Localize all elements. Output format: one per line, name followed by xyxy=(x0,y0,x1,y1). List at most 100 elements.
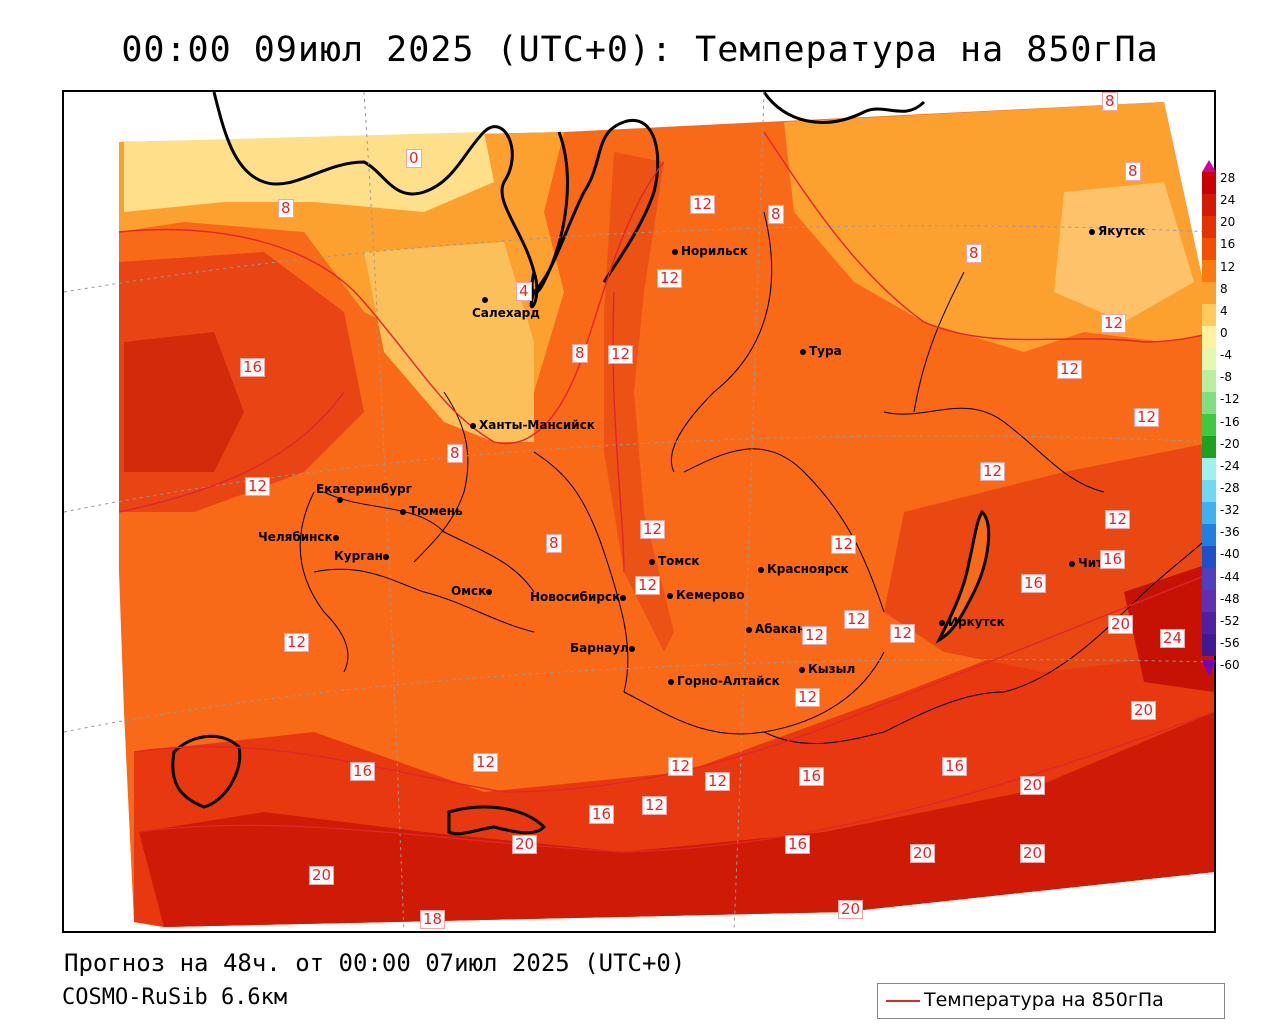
colorbar-tick-label: -40 xyxy=(1220,547,1240,562)
north-yellow-zone xyxy=(124,132,494,212)
lake-baikal xyxy=(935,509,991,644)
contour-label: 4 xyxy=(516,282,532,301)
colorbar-tick-label: -28 xyxy=(1220,480,1240,495)
city-abakan: Абакан xyxy=(746,622,805,636)
contour-label: 20 xyxy=(309,866,335,885)
city-yekaterinburg xyxy=(337,492,346,506)
city-tura: Тура xyxy=(800,344,842,358)
city-chelyabinsk: Челябинск xyxy=(258,530,342,544)
city-barnaul: Барнаул xyxy=(570,641,638,655)
colorbar-tick-label: -24 xyxy=(1220,458,1240,473)
contour-label: 20 xyxy=(1131,701,1157,720)
colorbar-segment xyxy=(1202,414,1216,436)
contour-label: 12 xyxy=(668,757,694,776)
temperature-map: Норильск Якутск Салехард Тура Ханты-Манс… xyxy=(62,90,1216,933)
city-salekhard-label: Салехард xyxy=(472,306,540,320)
colorbar-tick-label: -52 xyxy=(1220,613,1240,628)
contour-label: 12 xyxy=(1134,408,1160,427)
graticule xyxy=(64,92,1214,931)
colorbar-segment xyxy=(1202,436,1216,458)
contour-label: 0 xyxy=(406,149,422,168)
city-yekaterinburg-label: Екатеринбург xyxy=(316,482,412,496)
contour-label: 8 xyxy=(966,244,982,263)
colorbar-segment xyxy=(1202,260,1216,282)
colorbar-segment xyxy=(1202,458,1216,480)
contour-label: 12 xyxy=(705,772,731,791)
city-gorno-altaysk: Горно-Алтайск xyxy=(668,674,780,688)
coastline-gulf xyxy=(530,131,569,295)
contour-label: 12 xyxy=(890,624,916,643)
contour-label: 24 xyxy=(1160,629,1186,648)
north-cool-zone-center xyxy=(364,242,534,442)
colorbar-segment xyxy=(1202,612,1216,634)
region-borders xyxy=(299,211,1214,745)
legend-line-swatch xyxy=(886,1000,920,1002)
contour-label: 18 xyxy=(420,910,446,929)
map-canvas xyxy=(64,92,1214,931)
city-irkutsk: Иркутск xyxy=(939,615,1005,629)
colorbar-tick-label: -32 xyxy=(1220,503,1240,518)
colorbar-tick-label: 4 xyxy=(1220,303,1228,318)
contour-label: 12 xyxy=(635,576,661,595)
contour-label: 12 xyxy=(642,796,668,815)
map-title: 00:00 09июл 2025 (UTC+0): Температура на… xyxy=(121,30,1159,70)
city-kemerovo: Кемерово xyxy=(667,588,745,602)
colorbar-segment xyxy=(1202,216,1216,238)
colorbar-tick-label: 16 xyxy=(1220,237,1236,252)
contour-label: 8 xyxy=(768,205,784,224)
city-salekhard xyxy=(482,292,491,306)
colorbar-tick-label: 20 xyxy=(1220,215,1236,230)
contour-label: 8 xyxy=(278,199,294,218)
colorbar-segment xyxy=(1202,568,1216,590)
contour-label: 20 xyxy=(1020,844,1046,863)
legend: Температура на 850гПа xyxy=(877,983,1225,1019)
colorbar-bottom-arrow xyxy=(1202,660,1216,676)
contour-label: 12 xyxy=(284,633,310,652)
city-krasnoyarsk: Красноярск xyxy=(758,562,849,576)
colorbar-segment xyxy=(1202,524,1216,546)
contour-label: 12 xyxy=(831,535,857,554)
model-name: COSMO-RuSib 6.6км xyxy=(62,985,288,1010)
contour-label: 8 xyxy=(1125,162,1141,181)
coastline-taimyr xyxy=(762,92,926,124)
colorbar-tick-label: 12 xyxy=(1220,259,1236,274)
contour-label: 12 xyxy=(1057,360,1083,379)
contour-label: 16 xyxy=(1021,574,1047,593)
city-kyzyl: Кызыл xyxy=(799,662,855,676)
city-yakutsk: Якутск xyxy=(1089,224,1145,238)
contour-label: 12 xyxy=(657,269,683,288)
colorbar-segment xyxy=(1202,348,1216,370)
city-kurgan: Курган xyxy=(334,549,392,563)
city-novosibirsk: Новосибирск xyxy=(530,590,629,604)
colorbar-tick-label: -4 xyxy=(1220,348,1232,363)
contour-label: 12 xyxy=(608,345,634,364)
contour-label: 16 xyxy=(350,762,376,781)
colorbar-tick-label: -12 xyxy=(1220,392,1240,407)
city-khanty-mansiysk: Ханты-Мансийск xyxy=(470,418,595,432)
colorbar-segment xyxy=(1202,326,1216,348)
hot-south-zone xyxy=(139,712,1214,927)
contour-label: 12 xyxy=(473,753,499,772)
colorbar-tick-label: 8 xyxy=(1220,281,1228,296)
colorbar-tick-label: 24 xyxy=(1220,193,1236,208)
contour-label: 20 xyxy=(1108,615,1134,634)
colorbar-segment xyxy=(1202,634,1216,656)
colorbar-segment xyxy=(1202,502,1216,524)
city-tyumen: Тюмень xyxy=(400,504,463,518)
colorbar-segment xyxy=(1202,546,1216,568)
legend-label: Температура на 850гПа xyxy=(924,989,1164,1011)
colorbar-tick-label: -56 xyxy=(1220,635,1240,650)
colorbar xyxy=(1202,160,1216,692)
contour-label: 12 xyxy=(245,477,271,496)
colorbar-tick-label: -8 xyxy=(1220,370,1232,385)
coastline xyxy=(212,92,660,309)
contour-label: 12 xyxy=(844,610,870,629)
colorbar-tick-label: -60 xyxy=(1220,658,1240,673)
contour-label: 20 xyxy=(1020,776,1046,795)
city-omsk: Омск xyxy=(451,584,495,598)
forecast-info: Прогноз на 48ч. от 00:00 07июл 2025 (UTC… xyxy=(64,949,686,977)
contour-label: 20 xyxy=(838,900,864,919)
colorbar-segment xyxy=(1202,172,1216,194)
colorbar-segment xyxy=(1202,304,1216,326)
colorbar-labels: 28 24 20 16 12 8 4 0 -4 -8 -12 -16 -20 -24 -28 -32 -36 -4… xyxy=(1220,172,1240,681)
